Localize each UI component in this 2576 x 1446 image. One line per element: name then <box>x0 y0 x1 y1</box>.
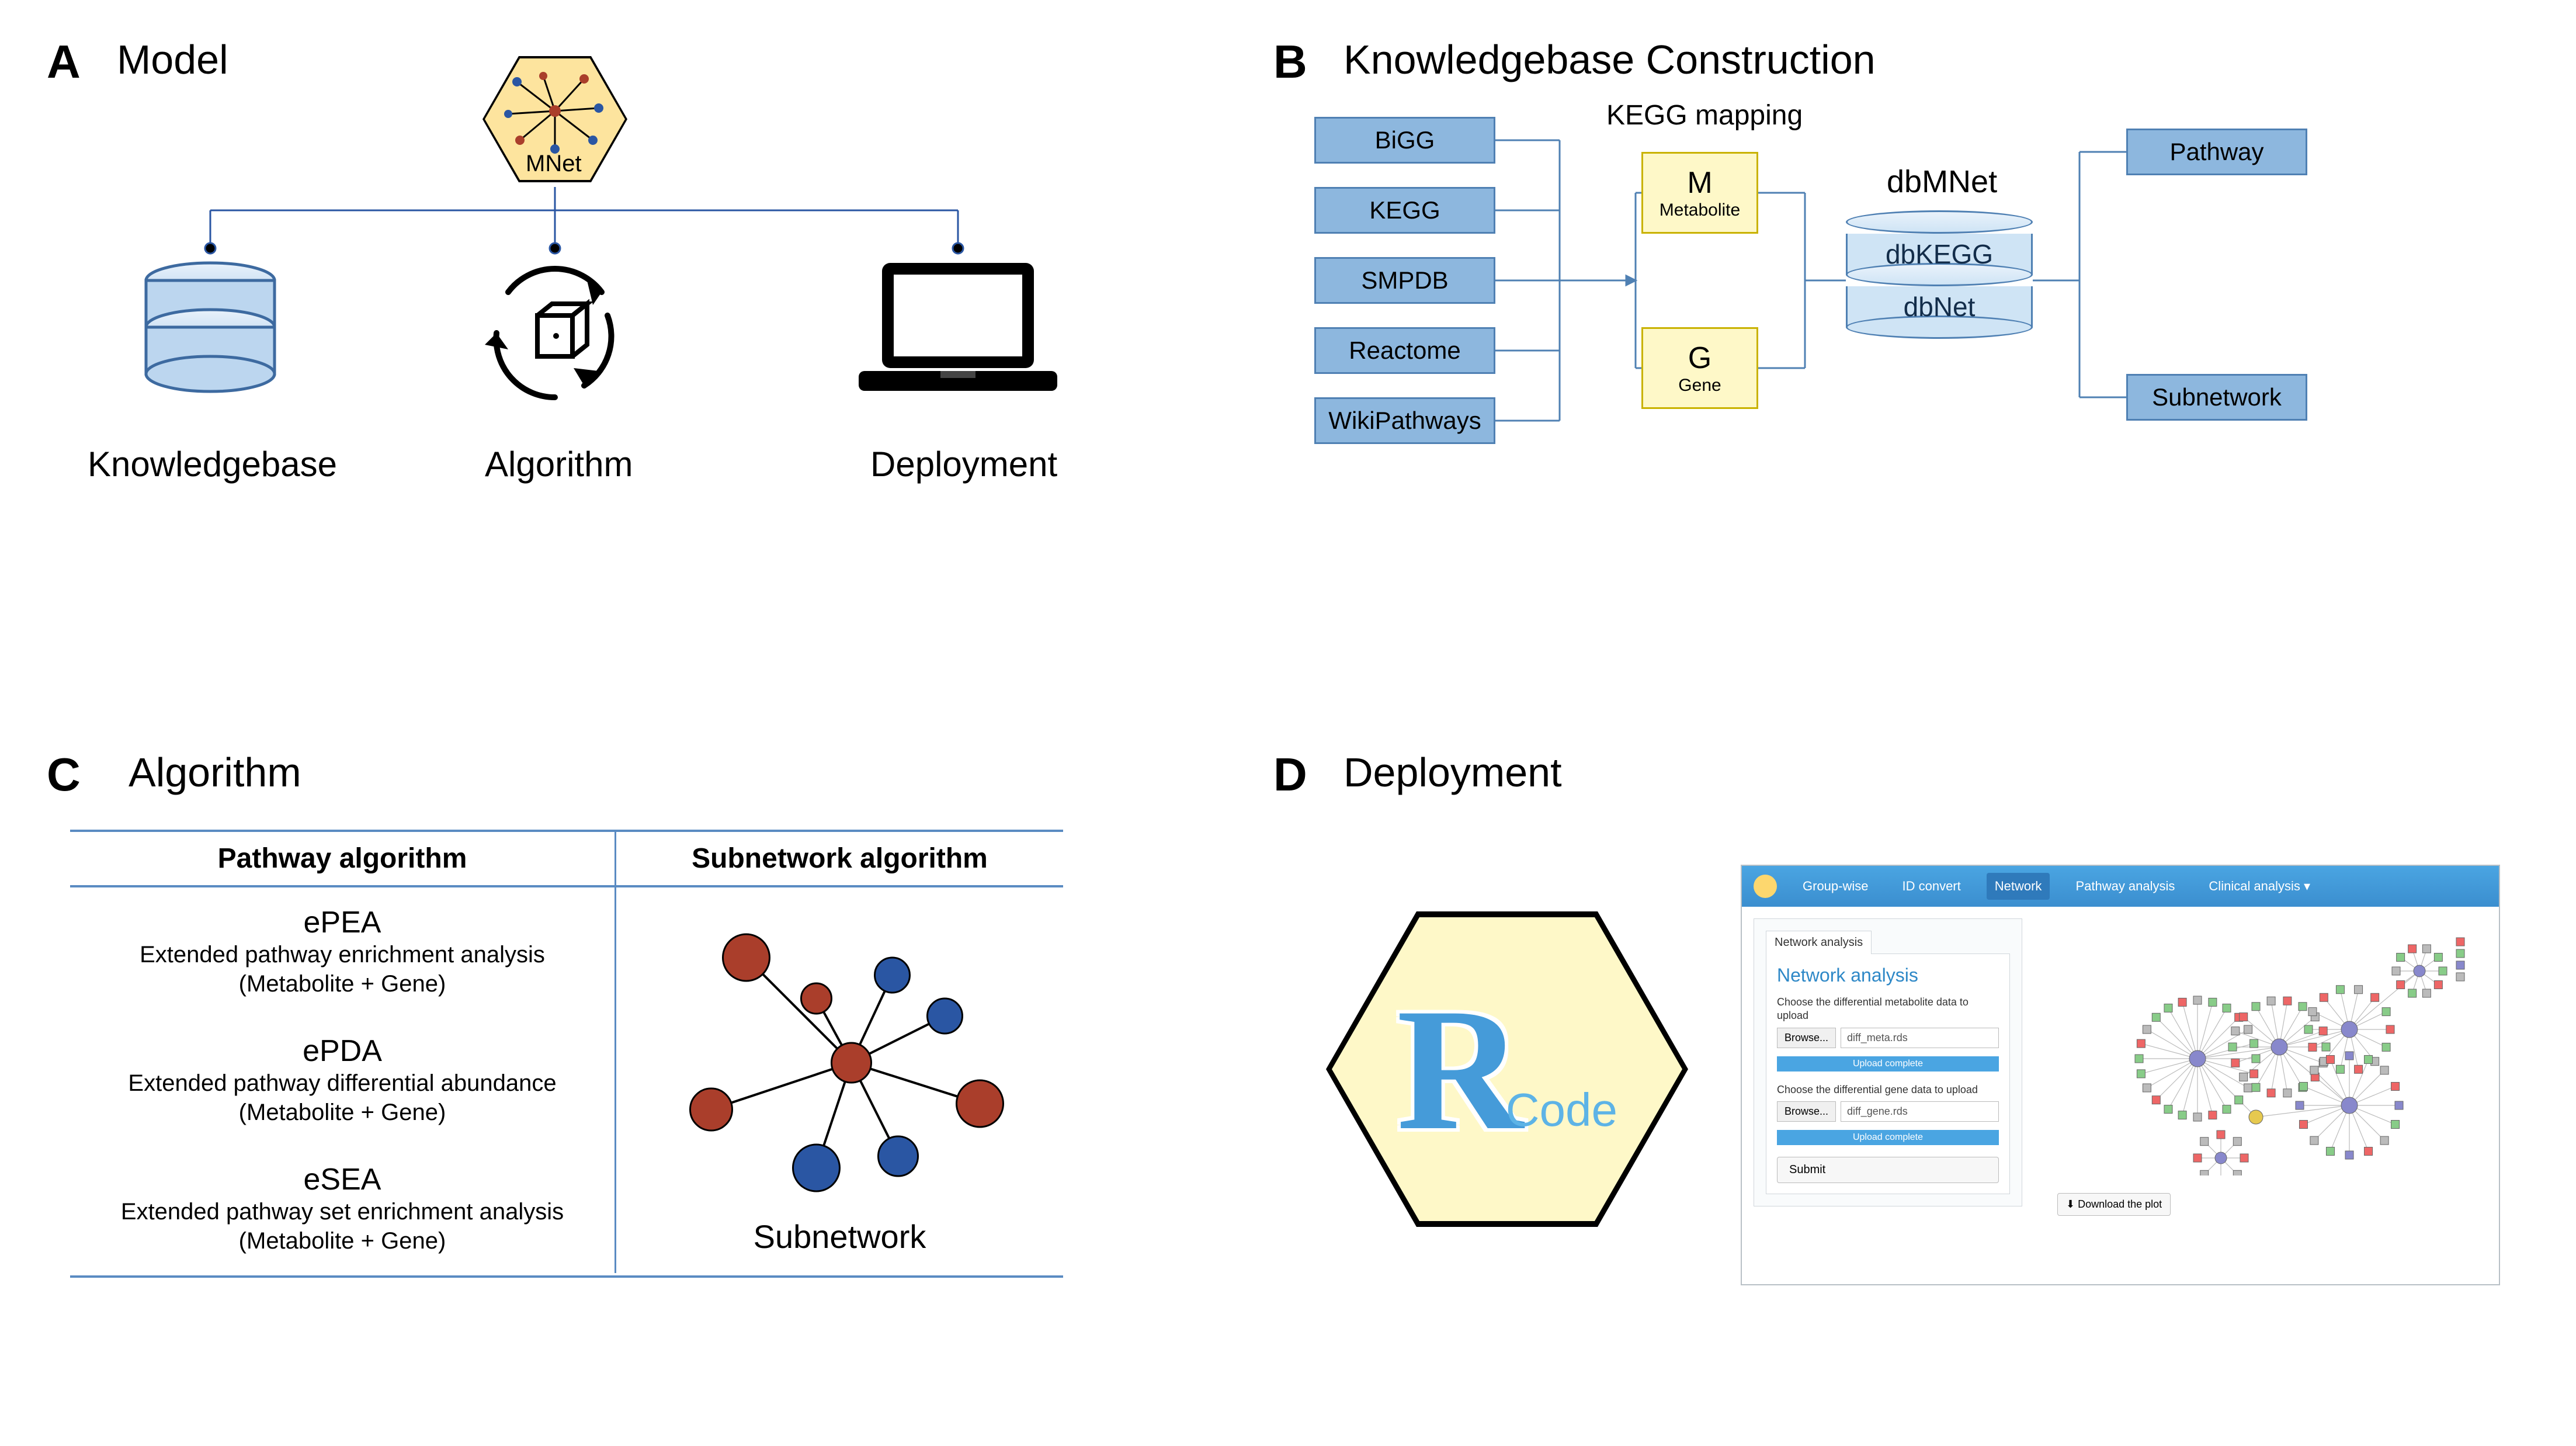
webui-tab-idconvert[interactable]: ID convert <box>1894 873 1969 900</box>
webui-submit-button[interactable]: Submit <box>1777 1157 1999 1183</box>
webui-tab-groupwise[interactable]: Group-wise <box>1794 873 1876 900</box>
panel-d-label: D <box>1273 748 1307 802</box>
algo-epea-desc1: Extended pathway enrichment analysis <box>76 940 609 969</box>
webui-left-panel: Network analysis Network analysis Choose… <box>1754 918 2022 1206</box>
webui-browse1-button[interactable]: Browse... <box>1777 1028 1836 1048</box>
webui-tab-network[interactable]: Network <box>1987 873 2050 900</box>
webui-prompt2: Choose the differential gene data to upl… <box>1777 1083 1999 1097</box>
webui-logo-icon <box>1754 875 1777 898</box>
algo-epda-desc1: Extended pathway differential abundance <box>76 1069 609 1098</box>
rcode-r-glyph: R <box>1397 969 1518 1170</box>
algo-epea: ePEA Extended pathway enrichment analysi… <box>70 887 615 1016</box>
webui-upload1-progress: Upload complete <box>1777 1056 1999 1072</box>
webui-file1: diff_meta.rds <box>1841 1028 1999 1048</box>
panel-c-label: C <box>47 748 81 802</box>
webui-topbar: Group-wise ID convert Network Pathway an… <box>1742 866 2499 907</box>
subnetwork-caption: Subnetwork <box>616 1218 1063 1256</box>
hdr-pathway-algo: Pathway algorithm <box>70 832 616 885</box>
webui-file2: diff_gene.rds <box>1841 1101 1999 1122</box>
algo-epda-name: ePDA <box>76 1034 609 1069</box>
panel-b-connectors <box>0 0 2576 526</box>
algo-esea-name: eSEA <box>76 1162 609 1197</box>
webui-panel-title: Network analysis <box>1777 965 1999 986</box>
algorithm-table: Pathway algorithm Subnetwork algorithm e… <box>70 830 1063 1278</box>
webui-prompt1: Choose the differential metabolite data … <box>1777 996 1999 1023</box>
algo-epda: ePDA Extended pathway differential abund… <box>70 1016 615 1145</box>
webui-panel-tab[interactable]: Network analysis <box>1766 931 1872 954</box>
webui-browse2-button[interactable]: Browse... <box>1777 1101 1836 1122</box>
algo-epda-desc2: (Metabolite + Gene) <box>76 1098 609 1127</box>
webui-tab-pathway[interactable]: Pathway analysis <box>2067 873 2183 900</box>
webui-network-plot <box>2069 930 2478 1175</box>
rcode-code-text: Code <box>1506 1083 1617 1137</box>
algo-esea-desc1: Extended pathway set enrichment analysis <box>76 1197 609 1226</box>
algo-epea-desc2: (Metabolite + Gene) <box>76 969 609 998</box>
hdr-subnet-algo: Subnetwork algorithm <box>616 832 1063 885</box>
algo-esea: eSEA Extended pathway set enrichment ana… <box>70 1145 615 1273</box>
subnetwork-graph-icon <box>616 887 1063 1215</box>
algo-esea-desc2: (Metabolite + Gene) <box>76 1226 609 1256</box>
algo-epea-name: ePEA <box>76 905 609 940</box>
webui-screenshot: Group-wise ID convert Network Pathway an… <box>1741 865 2500 1285</box>
panel-d-title: Deployment <box>1343 749 1562 796</box>
webui-upload2-progress: Upload complete <box>1777 1130 1999 1145</box>
panel-c-title: Algorithm <box>129 749 301 796</box>
webui-tab-clinical[interactable]: Clinical analysis ▾ <box>2200 873 2318 900</box>
webui-download-button[interactable]: ⬇ Download the plot <box>2057 1193 2171 1216</box>
